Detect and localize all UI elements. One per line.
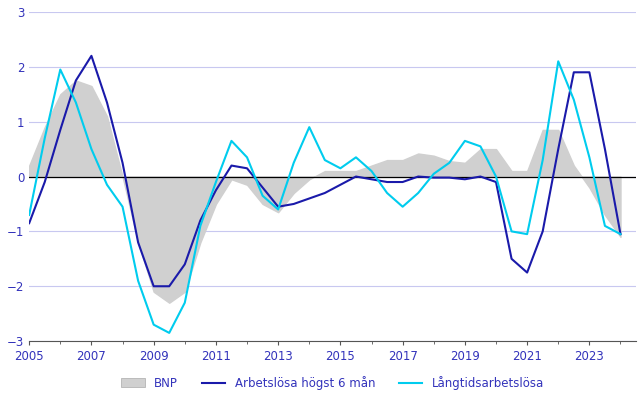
Legend: BNP, Arbetslösa högst 6 mån, Långtidsarbetslösa: BNP, Arbetslösa högst 6 mån, Långtidsarb… [116,371,549,394]
